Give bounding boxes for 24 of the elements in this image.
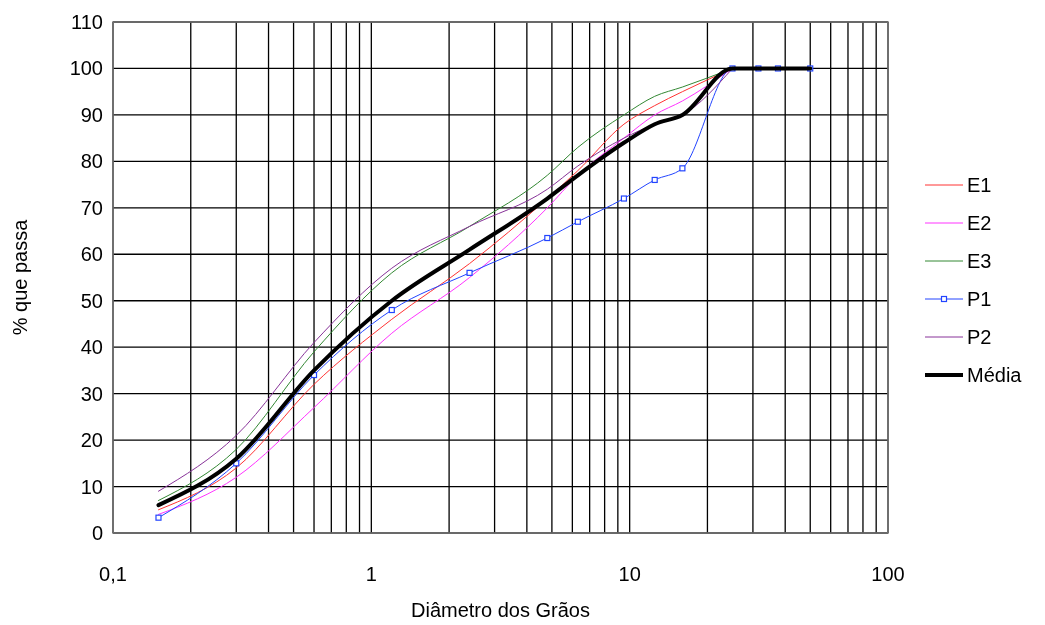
y-tick-label: 40 xyxy=(80,336,103,359)
legend-label: E3 xyxy=(967,250,992,272)
y-tick-label: 70 xyxy=(80,196,103,219)
y-tick-label: 60 xyxy=(80,243,103,266)
y-tick-label: 30 xyxy=(80,382,103,405)
legend-label: E1 xyxy=(967,174,992,196)
legend-label: E2 xyxy=(967,212,992,234)
y-tick-label: 0 xyxy=(91,522,103,544)
y-tick-label: 80 xyxy=(80,150,103,173)
x-tick-label: 1 xyxy=(365,563,377,585)
legend-label: Média xyxy=(967,364,1023,386)
y-tick-label: 20 xyxy=(80,429,103,452)
legend-label: P1 xyxy=(967,288,992,310)
y-tick-label: 10 xyxy=(80,475,103,498)
y-tick-label: 50 xyxy=(80,289,103,312)
x-tick-label: 100 xyxy=(871,563,905,585)
y-tick-label: 90 xyxy=(80,103,103,126)
x-tick-label: 0,1 xyxy=(99,563,127,585)
y-axis-title: % que passa xyxy=(9,218,31,336)
y-tick-label: 110 xyxy=(71,11,103,33)
legend-label: P2 xyxy=(967,326,992,348)
x-tick-label: 10 xyxy=(618,563,641,585)
x-axis-title: Diâmetro dos Grãos xyxy=(411,599,590,621)
y-tick-label: 100 xyxy=(69,57,103,80)
